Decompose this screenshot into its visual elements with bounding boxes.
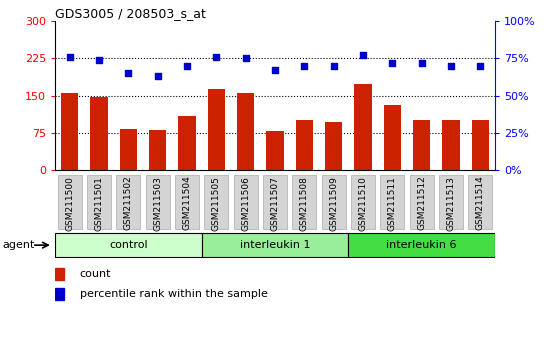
Text: GSM211508: GSM211508 [300,176,309,230]
Text: GSM211507: GSM211507 [271,176,279,230]
Point [329,63,338,69]
Bar [325,122,343,170]
FancyBboxPatch shape [322,175,346,229]
Text: GSM211509: GSM211509 [329,176,338,230]
FancyBboxPatch shape [351,175,375,229]
FancyBboxPatch shape [202,233,348,257]
Point [476,63,485,69]
Text: interleukin 6: interleukin 6 [387,240,457,250]
Text: GSM211505: GSM211505 [212,176,221,230]
Bar [119,129,137,170]
Point [300,63,309,69]
Bar [178,116,196,170]
Bar [55,268,64,280]
Text: percentile rank within the sample: percentile rank within the sample [80,289,267,299]
Point [417,60,426,66]
Bar [295,120,313,170]
FancyBboxPatch shape [234,175,258,229]
Bar [442,120,460,170]
Point [212,54,221,60]
FancyBboxPatch shape [410,175,434,229]
Text: count: count [80,269,111,279]
Point [124,70,133,76]
Bar [354,84,372,170]
FancyBboxPatch shape [380,175,404,229]
Text: interleukin 1: interleukin 1 [240,240,310,250]
FancyBboxPatch shape [146,175,170,229]
Point [65,54,74,60]
Bar [55,288,64,300]
FancyBboxPatch shape [87,175,111,229]
Bar [413,120,431,170]
Text: agent: agent [3,240,35,250]
FancyBboxPatch shape [468,175,492,229]
Point [271,68,279,73]
FancyBboxPatch shape [204,175,228,229]
Point [388,60,397,66]
Point [447,63,455,69]
FancyBboxPatch shape [348,233,495,257]
FancyBboxPatch shape [175,175,199,229]
Bar [471,120,489,170]
Text: GSM211513: GSM211513 [447,176,455,230]
Bar [149,130,167,170]
FancyBboxPatch shape [263,175,287,229]
Text: GSM211502: GSM211502 [124,176,133,230]
FancyBboxPatch shape [58,175,82,229]
Point [359,53,367,58]
Text: GSM211501: GSM211501 [95,176,103,230]
FancyBboxPatch shape [439,175,463,229]
Text: GSM211506: GSM211506 [241,176,250,230]
Bar [90,97,108,170]
FancyBboxPatch shape [116,175,140,229]
Text: GSM211512: GSM211512 [417,176,426,230]
Text: GSM211504: GSM211504 [183,176,191,230]
Bar [266,131,284,170]
FancyBboxPatch shape [55,233,202,257]
Text: control: control [109,240,147,250]
Point [95,57,103,63]
Point [183,63,191,69]
Point [241,56,250,61]
Bar [207,89,225,170]
Bar [383,104,401,170]
Text: GSM211500: GSM211500 [65,176,74,230]
Text: GSM211510: GSM211510 [359,176,367,230]
Bar [237,93,255,170]
Text: GSM211503: GSM211503 [153,176,162,230]
Text: GSM211514: GSM211514 [476,176,485,230]
Point [153,73,162,79]
Bar [61,93,79,170]
Text: GDS3005 / 208503_s_at: GDS3005 / 208503_s_at [55,7,206,20]
Text: GSM211511: GSM211511 [388,176,397,230]
FancyBboxPatch shape [292,175,316,229]
